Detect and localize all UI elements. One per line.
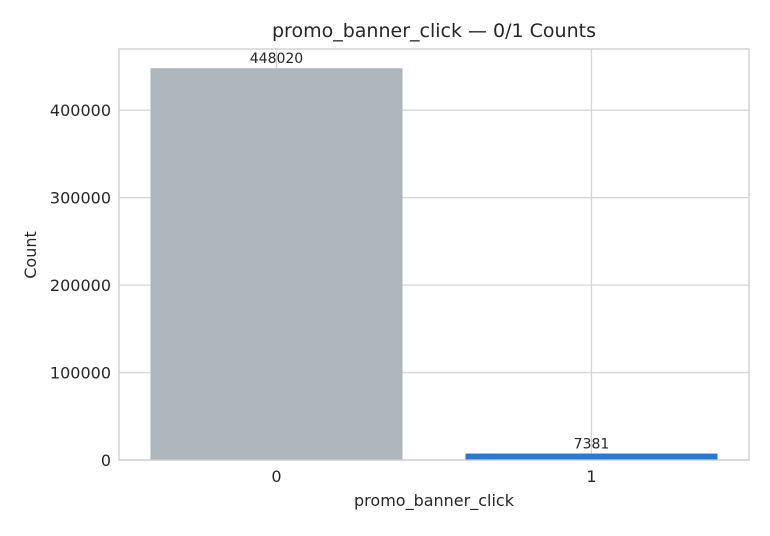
y-tick-label: 100000 bbox=[50, 364, 111, 383]
x-tick-label: 0 bbox=[271, 467, 281, 486]
data-label: 7381 bbox=[574, 437, 610, 453]
plot-area: 0 100000 200000 300000 400000 448020 7381 0 1 bbox=[50, 48, 750, 486]
plot-border bbox=[118, 48, 750, 461]
y-tick-label: 300000 bbox=[50, 189, 111, 208]
x-axis-label: promo_banner_click bbox=[354, 491, 515, 511]
y-tick-label: 400000 bbox=[50, 101, 111, 120]
y-axis-label: Count bbox=[21, 231, 40, 279]
chart-title: promo_banner_click — 0/1 Counts bbox=[272, 20, 596, 42]
bar-1 bbox=[465, 453, 718, 460]
bar-0 bbox=[150, 68, 403, 460]
y-tick-label: 0 bbox=[101, 451, 111, 470]
x-tick-label: 1 bbox=[586, 467, 596, 486]
data-label: 448020 bbox=[250, 51, 303, 67]
y-tick-label: 200000 bbox=[50, 276, 111, 295]
